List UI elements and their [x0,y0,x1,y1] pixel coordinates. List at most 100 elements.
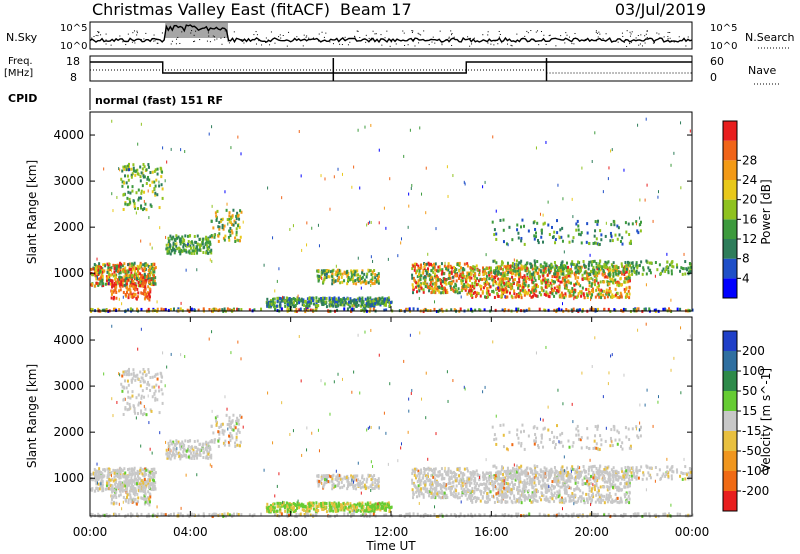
power-sparse-cell [297,294,299,298]
velocity-cell [161,392,164,396]
noise-dot [171,40,173,42]
velocity-cell [150,467,153,471]
power-cell [516,272,519,276]
power-cell [604,265,607,269]
velocity-cell [126,401,129,405]
velocity-cell [118,476,121,480]
velocity-cell [168,451,171,455]
noise-dot [318,40,320,42]
power-cell [361,269,364,273]
power-cell [236,224,239,228]
power-cell [360,304,363,308]
power-cell [373,304,376,308]
noise-dot [467,36,469,38]
power-cell [602,273,605,277]
power-cell [599,264,602,268]
power-cell [133,284,136,288]
power-cell [592,271,595,275]
power-cell [309,308,312,312]
velocity-cell [101,472,104,476]
power-cell [286,303,289,307]
power-cell [533,276,536,280]
power-cell [136,172,139,176]
power-cell [612,274,615,278]
velocity-cell [93,477,96,481]
power-cell [479,294,482,298]
power-cell [503,283,506,287]
power-cell [455,273,458,277]
power-cell [91,308,94,312]
power-cell [534,287,537,291]
power-cell [636,264,639,268]
power-cell [140,189,143,193]
velocity-cell [141,376,144,380]
power-cell [295,299,298,303]
power-sparse-cell [240,152,242,156]
velocity-cell [195,452,198,456]
power-cell [120,283,123,287]
power-cell [472,291,475,295]
velocity-cell [113,475,116,479]
velocity-cell [124,474,127,478]
power-cell [628,285,631,289]
velocity-cell [137,403,140,407]
power-cell [218,232,221,236]
power-cell [151,180,154,184]
power-cell [218,308,221,312]
velocity-cell [151,395,154,399]
power-cell [290,301,293,305]
power-cell [519,289,522,293]
power-cell [662,267,665,271]
power-cell [137,269,140,273]
velocity-cell [128,473,131,477]
velocity-cell [317,509,320,513]
power-cell [235,233,238,237]
velocity-cell [95,471,98,475]
power-cell [640,260,643,264]
power-cell [119,282,122,286]
power-cell [553,294,556,298]
power-cell [625,264,628,268]
noise-dot [256,34,258,36]
power-cell [355,273,358,277]
power-cell [620,283,623,287]
power-sparse-cell [645,283,647,287]
power-cell [542,268,545,272]
velocity-cell [148,492,151,496]
power-cell [612,268,615,272]
power-cell [462,266,465,270]
velocity-cell [222,441,225,445]
power-cell [347,276,350,280]
velocity-cell [142,480,145,484]
power-cell [430,276,433,280]
noise-dot [571,43,573,45]
power-cell [483,295,486,299]
power-cell [588,277,591,281]
power-cell [513,289,516,293]
power-sparse-cell [298,129,300,133]
velocity-cell [134,497,137,501]
power-cell [106,270,109,274]
power-cell [576,219,579,223]
noise-dot [170,43,172,45]
power-cell [154,184,157,188]
power-cell [564,276,567,280]
power-cell [595,241,598,245]
velocity-cell [358,502,361,506]
power-cell [110,266,113,270]
power-cell [564,284,567,288]
power-sparse-cell [209,258,211,262]
power-cell [377,281,380,285]
power-cell [327,310,330,314]
noise-dot [131,41,133,43]
power-cell [506,273,509,277]
velocity-cell [129,496,132,500]
power-cell [517,307,520,311]
power-cell [542,271,545,275]
power-cell [339,302,342,306]
velocity-cell [112,502,115,506]
velocity-cell [126,379,129,383]
velocity-cell [94,469,97,473]
power-sparse-cell [140,239,142,243]
power-cell [430,280,433,284]
